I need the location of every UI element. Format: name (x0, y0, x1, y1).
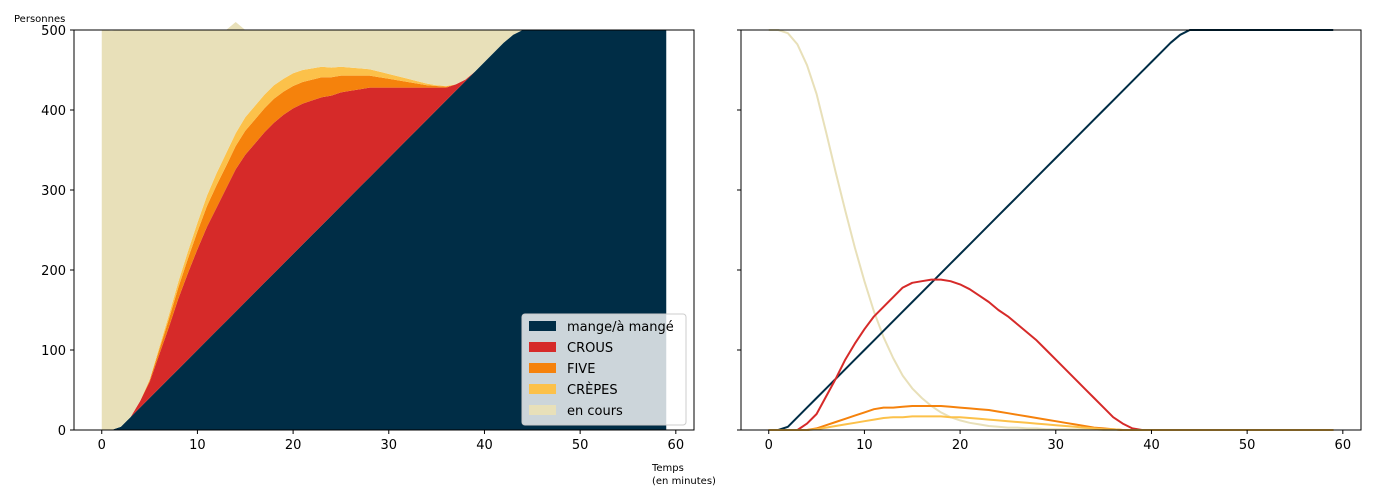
y-tick-label: 500 (41, 24, 66, 39)
legend-label: en cours (567, 404, 623, 419)
x-axis-label-line: Temps (651, 463, 684, 474)
x-tick-label: 20 (952, 438, 969, 453)
line-series-2 (768, 278, 1334, 431)
x-axis-left: 0 10 20 30 40 50 60 (98, 430, 684, 453)
y-axis-left: 0 100 200 300 400 500 (41, 24, 74, 439)
x-tick-label: 40 (1143, 438, 1160, 453)
stacked-area-plot: 0 10 20 30 40 50 60 0 100 200 300 400 500 Personnes… (14, 14, 716, 487)
legend: mange/à mangé CROUS FIVE CRÈPES en cours (521, 313, 687, 426)
x-tick-label: 0 (98, 438, 106, 453)
plot-frame-right (740, 29, 1362, 431)
x-tick-label: 0 (765, 438, 773, 453)
x-tick-label: 60 (668, 438, 685, 453)
line-plot: 0 10 20 30 40 50 60 (737, 29, 1362, 453)
x-axis-label: Temps (en minutes) (651, 463, 716, 487)
x-tick-label: 50 (572, 438, 589, 453)
y-axis-right (737, 29, 741, 431)
x-tick-label: 30 (381, 438, 398, 453)
legend-box (521, 313, 687, 426)
legend-label: CROUS (567, 341, 613, 356)
line-series-0 (768, 29, 1334, 431)
line-series-1 (768, 29, 1334, 431)
area-series-4 (101, 22, 667, 430)
line-series-3 (768, 405, 1334, 431)
x-tick-label: 30 (1048, 438, 1065, 453)
legend-label: CRÈPES (567, 382, 618, 398)
x-tick-label: 40 (476, 438, 493, 453)
x-tick-label: 10 (189, 438, 206, 453)
legend-label: FIVE (567, 362, 595, 377)
y-axis-label: Personnes (14, 14, 65, 25)
legend-swatch (529, 384, 556, 394)
plot-frame-left (73, 29, 695, 431)
legend-swatch (529, 342, 556, 352)
y-tick-label: 400 (41, 104, 66, 119)
x-tick-label: 60 (1335, 438, 1352, 453)
line-series-4 (768, 415, 1334, 431)
x-tick-label: 50 (1239, 438, 1256, 453)
line-series-group (768, 29, 1334, 431)
x-axis-right: 0 10 20 30 40 50 60 (765, 430, 1351, 453)
legend-label: mange/à mangé (567, 320, 674, 335)
x-tick-label: 20 (285, 438, 302, 453)
x-tick-label: 10 (856, 438, 873, 453)
x-axis-label-line: (en minutes) (652, 476, 716, 487)
legend-swatch (529, 363, 556, 373)
legend-swatch (529, 321, 556, 331)
legend-swatch (529, 405, 556, 415)
y-tick-label: 0 (58, 424, 66, 439)
y-tick-label: 300 (41, 184, 66, 199)
y-tick-label: 100 (41, 344, 66, 359)
y-tick-label: 200 (41, 264, 66, 279)
area-series-3 (101, 30, 667, 430)
area-series-1 (101, 30, 667, 430)
